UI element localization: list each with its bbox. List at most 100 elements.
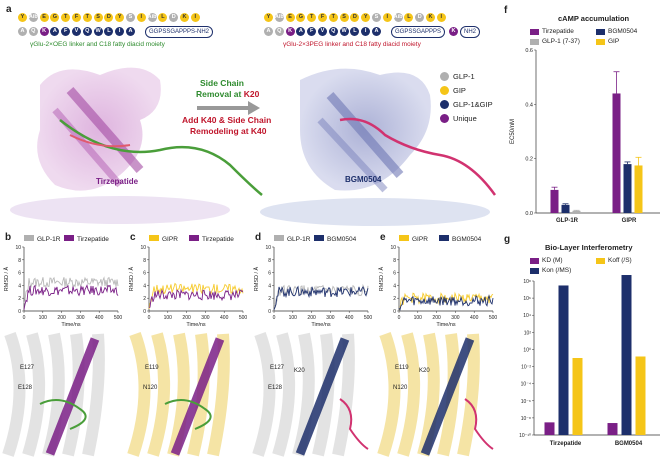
residue-circle: D xyxy=(169,13,179,22)
legend-label: GIPR xyxy=(162,236,178,243)
panel-label: c xyxy=(130,232,136,243)
residue-circle: T xyxy=(328,13,338,22)
receptor-helix xyxy=(207,333,230,457)
legend-item: GLP-1 xyxy=(440,68,475,86)
y-tick-label: 6 xyxy=(268,271,271,277)
x-tick-label: 0 xyxy=(273,315,276,321)
y-tick-label: 10⁻² xyxy=(521,365,531,371)
arrow-label-removal-text: Removal at xyxy=(196,89,242,99)
legend-swatch xyxy=(530,257,539,264)
y-axis-label: RMSD / Å xyxy=(378,266,385,291)
y-tick-label: 10 xyxy=(265,245,271,251)
residue-circle: Aib xyxy=(147,13,157,22)
legend-swatch xyxy=(149,235,159,241)
arrow-label-remodeling: Remodeling at K40 xyxy=(190,126,267,136)
residue-circle: Y xyxy=(264,13,273,22)
residue-circle: I xyxy=(136,13,146,22)
legend-label: GLP-1&GIP xyxy=(453,100,493,110)
side-chain xyxy=(339,398,369,450)
rmsd-trace xyxy=(23,276,119,304)
bar xyxy=(572,210,581,213)
legend-label: GIP xyxy=(453,86,466,96)
y-tick-label: 10⁻⁴ xyxy=(521,382,531,388)
panel-g-title: Bio-Layer Interferometry xyxy=(545,243,633,252)
residue-circle: L xyxy=(104,27,114,36)
legend-swatch xyxy=(274,235,284,241)
right-peptide-name: BGM0504 xyxy=(345,175,382,184)
bar xyxy=(561,204,570,213)
residue-circle: I xyxy=(115,27,125,36)
residue-circle: K xyxy=(285,27,295,36)
category-label: GLP-1R xyxy=(556,218,579,224)
x-axis-label: Time/ns xyxy=(436,322,456,328)
residue-circle: S xyxy=(372,13,381,22)
residue-circle: D xyxy=(415,13,425,22)
residue-circle: W xyxy=(93,27,103,36)
y-tick-label: 0 xyxy=(268,309,271,315)
residue-circle: V xyxy=(318,27,327,36)
arrow-label-k20: K20 xyxy=(243,89,260,99)
residue-label: E127 xyxy=(20,365,35,371)
residue-circle: E xyxy=(39,13,49,22)
peptide-helix xyxy=(295,337,350,456)
residue-circle: A xyxy=(296,27,306,36)
x-tick-label: 300 xyxy=(76,315,85,321)
y-tick-label: 10⁻⁶ xyxy=(521,399,531,405)
legend-label: GLP-1R xyxy=(37,236,61,243)
residue-circle: Y xyxy=(361,13,371,22)
legend-swatch xyxy=(64,235,74,241)
residue-circle: K xyxy=(39,27,49,36)
x-tick-label: 500 xyxy=(239,315,248,321)
left-peptide-name: Tirzepatide xyxy=(96,177,139,186)
legend-label: Tirzepatide xyxy=(77,236,109,243)
legend-swatch xyxy=(314,235,324,241)
residue-label: N120 xyxy=(143,385,158,391)
residue-label: K20 xyxy=(419,368,430,374)
y-tick-label: 2 xyxy=(143,296,146,302)
y-tick-label: 4 xyxy=(268,283,271,289)
x-tick-label: 100 xyxy=(164,315,173,321)
right-linker-label: γGlu-2×3PEG linker and C18 fatty diacid … xyxy=(283,41,421,48)
legend-swatch xyxy=(440,100,449,110)
arrow-label-add-k40: Add K40 & Side Chain xyxy=(182,115,272,125)
bar xyxy=(558,285,569,435)
receptor-helix xyxy=(332,333,355,457)
legend-swatch xyxy=(596,28,605,35)
rmsd-trace xyxy=(148,282,244,310)
receptor-helix xyxy=(22,332,46,457)
y-axis-label: EC50/nM xyxy=(510,119,516,144)
residue-circle: E xyxy=(285,13,295,22)
residue-label: E119 xyxy=(395,365,409,371)
residue-circle: F xyxy=(318,13,327,22)
bar xyxy=(635,356,646,435)
side-chain xyxy=(39,399,87,430)
receptor-helix xyxy=(82,333,105,457)
y-tick-label: 4 xyxy=(18,283,21,289)
residue-circle: I xyxy=(382,13,392,22)
residue-circle: Aib xyxy=(28,13,38,22)
residue-circle: L xyxy=(350,27,360,36)
x-tick-label: 500 xyxy=(114,315,123,321)
panel-label: d xyxy=(255,232,262,243)
x-tick-label: 200 xyxy=(57,315,66,321)
x-tick-label: 0 xyxy=(23,315,26,321)
y-tick-label: 10⁸ xyxy=(523,279,531,285)
legend-label: Tirzepatide xyxy=(202,236,234,243)
arrow-label-side-chain: Side Chain xyxy=(200,78,244,88)
receptor-helix xyxy=(377,331,401,457)
residue-circle: Q xyxy=(28,27,38,36)
x-axis-label: Time/ns xyxy=(61,322,81,328)
panel-g-chart: 10⁻¹⁰ 10⁻⁸ 10⁻⁶ 10⁻⁴ 10⁻² 10⁰ 10² 10⁴ 10⁶ 10⁸ Tirz… xyxy=(519,275,660,447)
y-tick-label: 8 xyxy=(393,258,396,264)
y-tick-label: 6 xyxy=(393,271,396,277)
y-tick-label: 10⁰ xyxy=(523,347,531,353)
legend-swatch xyxy=(399,235,409,241)
legend-label: GLP-1R xyxy=(287,236,311,243)
bar xyxy=(623,164,632,213)
peptide-helix xyxy=(170,337,225,456)
legend-swatch xyxy=(596,38,605,45)
legend-label: KD (M) xyxy=(542,257,563,264)
residue-circle: Q xyxy=(274,27,284,36)
y-tick-label: 10⁻⁸ xyxy=(521,416,531,422)
